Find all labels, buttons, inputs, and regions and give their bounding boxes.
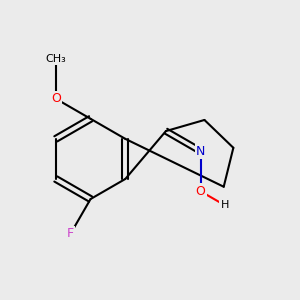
Text: H: H <box>221 200 229 210</box>
Text: F: F <box>67 227 74 240</box>
Text: O: O <box>196 185 206 198</box>
Text: N: N <box>196 145 205 158</box>
Text: CH₃: CH₃ <box>45 54 66 64</box>
Text: O: O <box>51 92 61 105</box>
